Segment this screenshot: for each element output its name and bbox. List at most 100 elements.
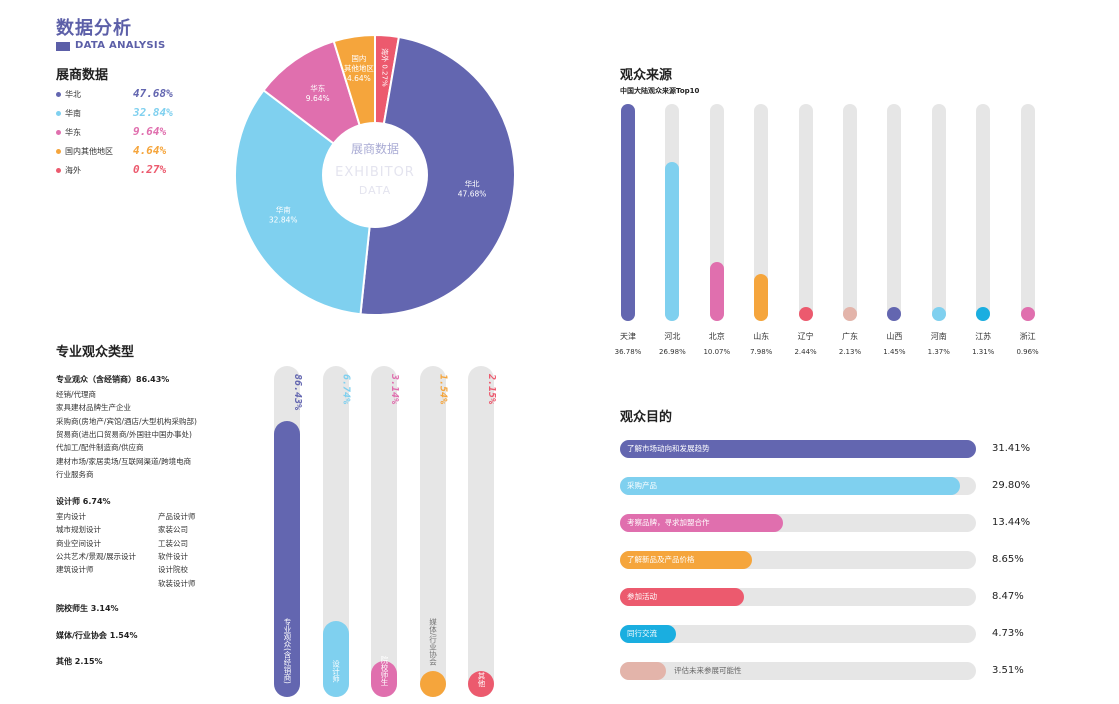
origin-bar-category: 广东 — [842, 332, 858, 341]
origin-bar — [843, 307, 857, 321]
origin-bar-value: 1.45% — [883, 348, 906, 356]
origin-bar-category: 河北 — [664, 332, 681, 341]
legend-value: 9.64% — [133, 125, 167, 138]
type-bar-track — [419, 366, 446, 697]
type-designer-line: 商业空间设计 — [56, 538, 101, 548]
type-designer-line: 公共艺术/景观/展示设计 — [56, 551, 137, 561]
purpose-bar-value: 8.65% — [992, 554, 1024, 565]
type-bar — [274, 421, 300, 697]
purpose-bar-value: 3.51% — [992, 665, 1024, 676]
purpose-bar-label: 了解市场动向和发展趋势 — [627, 444, 710, 453]
type-bar — [419, 671, 446, 697]
origin-bar-category: 江苏 — [975, 332, 992, 341]
subtitle-marker — [56, 42, 70, 51]
pie-slice — [234, 88, 377, 316]
pie-slice-label: 华南 — [276, 205, 291, 215]
origin-bar-value: 26.98% — [659, 348, 686, 356]
origin-subtitle: 中国大陆观众来源Top10 — [620, 87, 700, 95]
type-media-title: 媒体/行业协会 1.54% — [56, 631, 138, 640]
type-designer-line: 工装公司 — [158, 538, 188, 548]
type-dealer-line: 代加工/配件制造商/供应商 — [56, 443, 144, 453]
origin-bar-value: 36.78% — [614, 348, 642, 356]
origin-bar-category: 天津 — [620, 332, 636, 341]
type-designer-line: 软件设计 — [158, 551, 188, 561]
pie-slice-label: 华东 — [310, 83, 325, 93]
origin-bar-track — [798, 104, 813, 321]
origin-bar — [931, 307, 946, 321]
origin-bar-value: 0.96% — [1016, 348, 1039, 356]
purpose-bar-label: 了解新品及产品价格 — [627, 555, 695, 564]
legend-value: 4.64% — [133, 144, 167, 157]
origin-bar-track — [976, 104, 991, 321]
origin-bar-value: 1.31% — [972, 348, 995, 356]
donut-center-cn: 展商数据 — [351, 141, 399, 156]
purpose-bar-label: 评估未来参展可能性 — [674, 666, 742, 675]
legend-dot — [56, 129, 61, 135]
page-subtitle: DATA ANALYSIS — [75, 40, 166, 51]
type-bar — [468, 671, 494, 697]
pie-slice-label: 47.68% — [458, 189, 487, 198]
legend-value: 32.84% — [133, 106, 173, 119]
origin-bar-value: 2.44% — [794, 348, 817, 356]
legend-item: 海外 — [56, 161, 166, 179]
pie-slice-label: 海外 0.27% — [380, 48, 389, 87]
purpose-bar-value: 31.41% — [992, 443, 1031, 454]
origin-bar-track — [754, 104, 769, 321]
type-dealer-title: 专业观众（含经销商）86.43% — [56, 375, 170, 384]
type-designer-line: 软装设计师 — [158, 578, 196, 588]
type-bar — [322, 620, 349, 697]
type-designer-line: 城市规划设计 — [56, 525, 101, 535]
type-dealer-line: 建材市场/家居卖场/互联网渠道/跨境电商 — [56, 456, 192, 466]
purpose-heading: 观众目的 — [620, 410, 673, 425]
pie-slice — [359, 35, 517, 316]
type-dealer-line: 家具建材品牌生产企业 — [56, 403, 131, 413]
origin-bar-category: 山东 — [753, 332, 770, 341]
legend-item: 华南 — [56, 104, 166, 122]
purpose-bar-value: 4.73% — [992, 628, 1024, 639]
origin-bar-track — [931, 104, 946, 321]
origin-bar — [754, 273, 769, 321]
purpose-bar-track — [620, 625, 976, 643]
donut-hole — [322, 122, 428, 228]
donut-center-en-1: EXHIBITOR — [335, 165, 415, 180]
type-dealer-line: 经销/代理商 — [56, 390, 97, 399]
origin-bar — [709, 261, 724, 321]
purpose-bar-label: 同行交流 — [627, 629, 657, 638]
purpose-bar — [620, 662, 666, 680]
purpose-bar — [620, 440, 976, 458]
origin-bar-track — [887, 104, 902, 321]
legend-value: 47.68% — [133, 87, 173, 100]
type-bar-track — [371, 366, 397, 697]
purpose-bar-track — [620, 662, 976, 680]
origin-bar-value: 2.13% — [838, 348, 862, 356]
legend-item: 华北 — [56, 85, 166, 103]
legend-item: 华东 — [56, 123, 166, 141]
purpose-bar — [620, 625, 676, 643]
purpose-bar — [620, 477, 960, 495]
origin-bar — [1020, 307, 1035, 321]
types-heading: 专业观众类型 — [56, 345, 135, 360]
type-bar-track — [468, 366, 494, 697]
origin-bar-category: 山西 — [886, 332, 903, 341]
exhibitor-heading: 展商数据 — [56, 68, 109, 83]
legend-label: 华东 — [65, 127, 81, 137]
origin-bar-category: 浙江 — [1019, 332, 1036, 341]
legend-item: 国内其他地区 — [56, 142, 166, 160]
type-dealer-line: 贸易商(进出口贸易商/外国驻中国办事处) — [56, 429, 192, 439]
type-designer-line: 室内设计 — [56, 512, 86, 521]
type-bar-value: 6.74% — [340, 374, 352, 405]
origin-bar-category: 辽宁 — [797, 332, 814, 341]
origin-bar — [665, 161, 680, 321]
type-bar-value: 2.15% — [486, 374, 497, 405]
origin-bar-value: 7.98% — [750, 348, 773, 356]
legend-dot — [56, 167, 61, 173]
origin-bar-category: 北京 — [708, 332, 725, 341]
pie-slice-label: 32.84% — [269, 216, 298, 225]
page-title: 数据分析 — [56, 18, 132, 39]
type-bar-label: 院校师生 — [380, 656, 389, 686]
origin-bar — [621, 104, 635, 321]
legend-label: 华南 — [65, 108, 81, 118]
type-dealer-line: 采购商(房地产/宾馆/酒店/大型机构采购部) — [56, 416, 197, 426]
purpose-bar-label: 考察品牌，寻求加盟合作 — [627, 518, 710, 527]
